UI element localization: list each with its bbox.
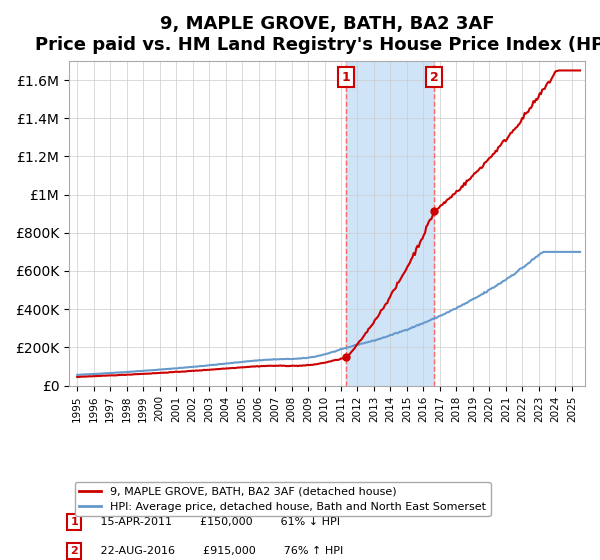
Text: 15-APR-2011        £150,000        61% ↓ HPI: 15-APR-2011 £150,000 61% ↓ HPI <box>89 517 340 527</box>
Text: 1: 1 <box>70 517 78 527</box>
Bar <box>346 61 434 386</box>
Text: 2: 2 <box>70 546 78 556</box>
Text: 22-AUG-2016        £915,000        76% ↑ HPI: 22-AUG-2016 £915,000 76% ↑ HPI <box>89 546 343 556</box>
Text: 2: 2 <box>430 71 439 83</box>
Legend: 9, MAPLE GROVE, BATH, BA2 3AF (detached house), HPI: Average price, detached hou: 9, MAPLE GROVE, BATH, BA2 3AF (detached … <box>74 482 491 516</box>
Text: 1: 1 <box>341 71 350 83</box>
Title: 9, MAPLE GROVE, BATH, BA2 3AF
Price paid vs. HM Land Registry's House Price Inde: 9, MAPLE GROVE, BATH, BA2 3AF Price paid… <box>35 15 600 54</box>
